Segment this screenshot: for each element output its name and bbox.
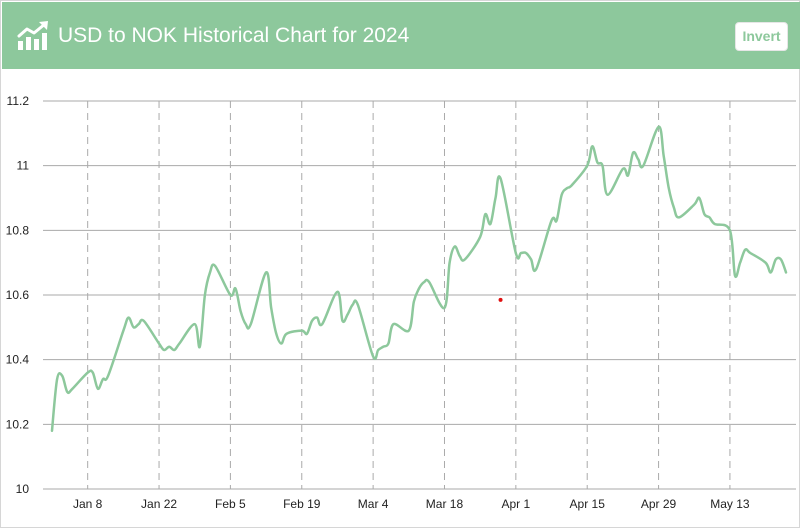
- y-tick-label: 10.2: [6, 417, 30, 431]
- chart-title: USD to NOK Historical Chart for 2024: [58, 24, 410, 47]
- grid-layer: [43, 100, 796, 490]
- y-tick-label: 11.2: [7, 94, 30, 108]
- x-tick-label: Jan 8: [73, 497, 103, 511]
- x-tick-label: Feb 19: [283, 497, 321, 511]
- x-tick-label: Apr 29: [641, 497, 677, 511]
- x-tick-label: Feb 5: [215, 497, 246, 511]
- invert-button[interactable]: Invert: [735, 22, 788, 51]
- x-tick-label: Apr 1: [502, 497, 531, 511]
- y-axis-tick-labels: 10 10.2 10.4 10.6 10.8 11 11.2: [6, 94, 30, 496]
- x-axis-tick-labels: Jan 8 Jan 22 Feb 5 Feb 19 Mar 4 Mar 18 Apr 1 Ap…: [73, 497, 750, 511]
- chart-trend-up-icon: [17, 21, 48, 50]
- y-tick-label: 10.8: [6, 223, 30, 237]
- x-tick-label: Mar 4: [358, 497, 389, 511]
- x-tick-label: Jan 22: [141, 497, 177, 511]
- y-tick-label: 10.6: [6, 288, 30, 302]
- y-tick-label: 10.4: [6, 353, 30, 367]
- series-line: [50, 125, 788, 433]
- line-chart: 10 10.2 10.4 10.6 10.8 11 11.2 Jan 8 Jan 22 Feb …: [6, 94, 796, 511]
- x-tick-label: Apr 15: [570, 497, 606, 511]
- data-point-marker: [498, 297, 503, 302]
- marker-layer: [498, 297, 503, 302]
- chart-header: USD to NOK Historical Chart for 2024 Inv…: [2, 2, 800, 69]
- x-tick-label: May 13: [710, 497, 750, 511]
- x-tick-label: Mar 18: [426, 497, 464, 511]
- y-tick-label: 11: [17, 159, 30, 173]
- y-tick-label: 10: [16, 482, 30, 496]
- series-layer: [50, 125, 788, 433]
